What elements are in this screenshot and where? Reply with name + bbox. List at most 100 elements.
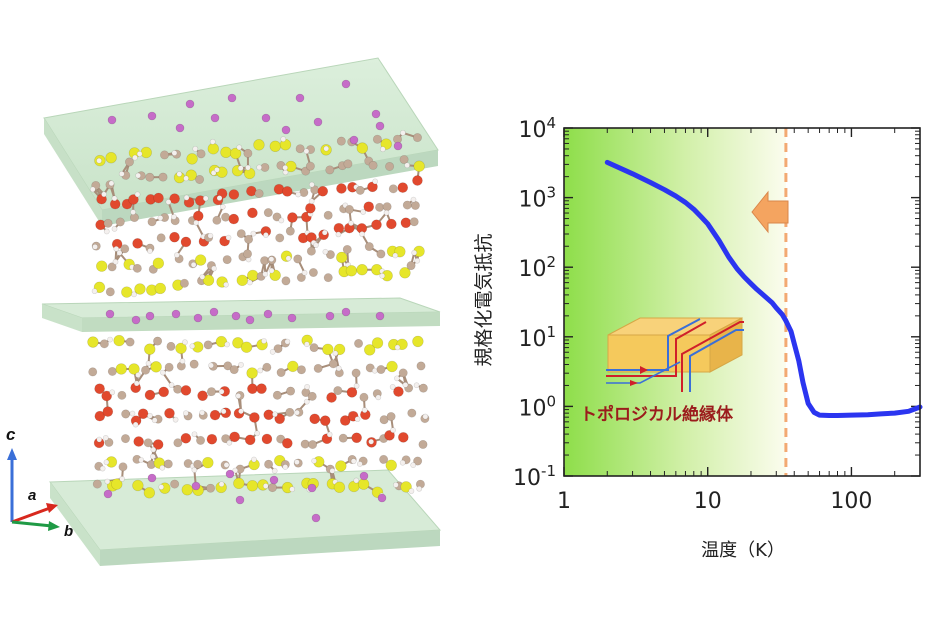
hydrogen-atom xyxy=(131,291,137,298)
hydrogen-atom xyxy=(89,186,96,193)
oxygen-atom xyxy=(152,439,164,450)
hydrogen-atom xyxy=(111,195,118,202)
carbon-atom xyxy=(354,338,364,348)
hydrogen-atom xyxy=(103,228,110,235)
hydrogen-atom xyxy=(225,234,232,241)
hydrogen-atom xyxy=(219,203,226,210)
carbon-atom xyxy=(244,234,254,244)
hydrogen-atom xyxy=(326,431,333,438)
oxygen-atom xyxy=(351,432,362,444)
carbon-atom xyxy=(276,368,286,378)
carbon-atom xyxy=(308,440,318,450)
hydrogen-atom xyxy=(135,372,141,378)
carbon-atom xyxy=(272,212,282,222)
hydrogen-atom xyxy=(414,257,421,264)
sulfur-atom xyxy=(269,140,281,152)
carbon-atom xyxy=(355,185,365,195)
hydrogen-atom xyxy=(218,481,225,488)
y-axis-label: 規格化電気抵抗 xyxy=(473,233,495,366)
carbon-atom xyxy=(263,208,273,218)
sulfur-atom xyxy=(181,484,193,496)
oxygen-atom xyxy=(336,183,347,194)
hydrogen-atom xyxy=(353,477,360,484)
oxygen-atom xyxy=(256,383,267,394)
oxygen-atom xyxy=(180,432,192,444)
oxygen-atom xyxy=(287,212,298,223)
hydrogen-atom xyxy=(282,464,289,470)
carbon-atom xyxy=(243,249,253,259)
topological-region-shading xyxy=(564,128,786,476)
hydrogen-atom xyxy=(323,145,330,152)
oxygen-atom xyxy=(346,387,358,398)
metal-ion-atom xyxy=(261,113,271,123)
oxygen-atom xyxy=(94,383,105,395)
sulfur-atom xyxy=(87,336,99,348)
sulfur-atom xyxy=(152,257,165,269)
crystal-structure-illustration: c a b xyxy=(6,57,442,566)
carbon-atom xyxy=(299,188,309,198)
oxygen-atom xyxy=(128,194,139,205)
oxygen-atom xyxy=(247,207,258,219)
carbon-atom xyxy=(275,233,285,243)
hydrogen-atom xyxy=(399,459,406,466)
hydrogen-atom xyxy=(238,361,244,368)
hydrogen-atom xyxy=(413,382,420,389)
oxygen-atom xyxy=(326,392,337,403)
metal-ion-atom xyxy=(191,481,201,491)
carbon-atom xyxy=(88,367,98,377)
hydrogen-atom xyxy=(411,249,418,256)
resistance-chart: 1 10 100 10-1 100 101 102 103 104 トポロジカル絶縁体 xyxy=(473,114,923,561)
carbon-atom xyxy=(313,363,323,373)
hydrogen-atom xyxy=(303,341,310,348)
metal-ion-atom xyxy=(287,313,297,323)
carbon-atom xyxy=(273,344,283,354)
oxygen-atom xyxy=(101,390,112,402)
carbon-atom xyxy=(281,276,291,286)
sulfur-atom xyxy=(412,335,424,348)
carbon-atom xyxy=(379,454,389,464)
hydrogen-atom xyxy=(157,215,164,221)
carbon-atom xyxy=(375,202,385,212)
hydrogen-atom xyxy=(383,209,390,216)
carbon-atom xyxy=(153,336,163,346)
oxygen-atom xyxy=(305,202,316,214)
oxygen-atom xyxy=(363,201,375,212)
hydrogen-atom xyxy=(392,252,399,259)
hydrogen-atom xyxy=(170,213,177,220)
sulfur-atom xyxy=(140,146,152,159)
carbon-atom xyxy=(183,459,193,469)
hydrogen-atom xyxy=(209,138,216,145)
hydrogen-atom xyxy=(322,248,329,255)
oxygen-atom xyxy=(247,383,258,395)
hydrogen-atom xyxy=(272,411,278,418)
hydrogen-atom xyxy=(372,178,379,185)
oxygen-atom xyxy=(339,415,351,426)
series-layer xyxy=(604,159,923,418)
carbon-atom xyxy=(325,165,335,175)
hydrogen-atom xyxy=(236,144,243,151)
hydrogen-atom xyxy=(191,431,198,438)
sulfur-atom xyxy=(144,343,156,355)
carbon-atom xyxy=(221,212,231,222)
hydrogen-atom xyxy=(111,225,118,232)
plot-frame xyxy=(563,127,921,477)
y-tick-label: 104 xyxy=(518,114,556,143)
hydrogen-atom xyxy=(308,181,315,188)
hydrogen-atom xyxy=(223,281,229,288)
hydrogen-atom xyxy=(301,269,308,276)
carbon-atom xyxy=(125,337,135,347)
oxygen-atom xyxy=(367,181,378,193)
hydrogen-atom xyxy=(410,462,417,468)
carbon-atom xyxy=(160,150,170,160)
hydrogen-atom xyxy=(134,191,141,198)
hydrogen-atom xyxy=(368,438,375,445)
hydrogen-atom xyxy=(179,358,186,365)
sulfur-atom xyxy=(175,342,187,355)
sulfur-atom xyxy=(336,251,348,264)
carbon-atom xyxy=(132,263,142,273)
x-tick-label: 10 xyxy=(694,489,722,514)
sulfur-atom xyxy=(202,274,215,286)
sulfur-atom xyxy=(202,456,214,469)
carbon-atom xyxy=(342,244,352,254)
carbon-atom xyxy=(115,217,125,227)
